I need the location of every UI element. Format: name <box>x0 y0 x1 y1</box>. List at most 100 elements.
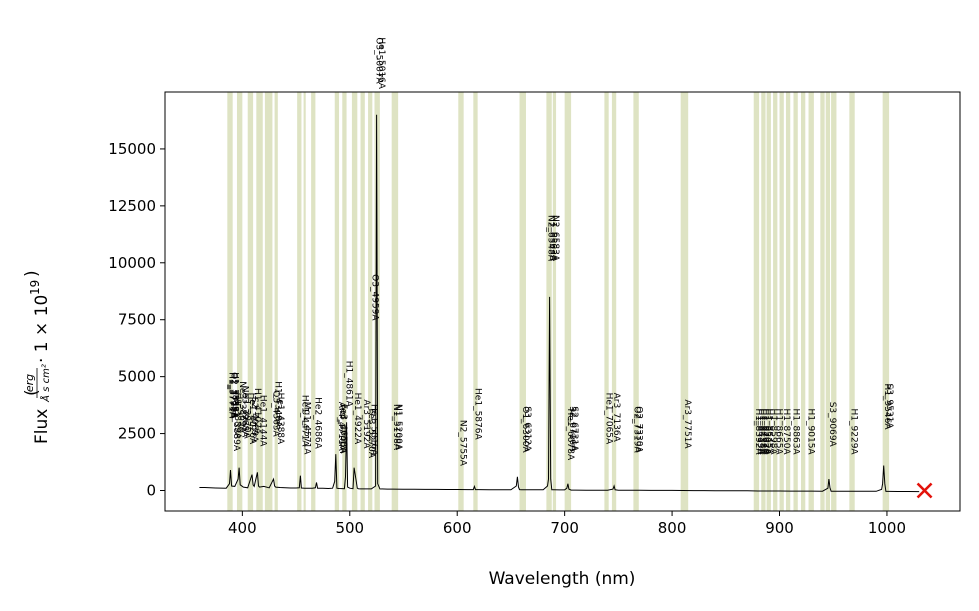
line-label-0: H1_3771A <box>226 372 236 419</box>
line-label-13: H1_4340A <box>273 381 283 428</box>
line-label-3: O2_3726A <box>229 372 239 419</box>
line-label-5: H1_3889A <box>232 393 242 440</box>
band-region-4 <box>264 92 273 511</box>
line-label-60: H1_9546A <box>882 383 892 430</box>
line-label-49: H1_8438A <box>757 409 767 456</box>
y-tick-label-2500: 2500 <box>118 425 156 443</box>
line-label-12: He1_4144A <box>258 395 268 447</box>
band-region-11 <box>351 92 358 511</box>
line-label-9: He1_4026A <box>247 393 257 445</box>
band-region-35 <box>820 92 825 511</box>
band-region-22 <box>604 92 609 511</box>
y-tick-label-5000: 5000 <box>118 368 156 386</box>
y-tick-label-0: 0 <box>146 482 156 500</box>
spectrum-line <box>199 114 920 493</box>
line-label-43: Ar3_7136A <box>611 393 621 443</box>
band-region-5 <box>274 92 278 511</box>
band-region-3 <box>256 92 263 511</box>
y-axis-title-factor: · 1 × 10 <box>32 295 52 363</box>
band-region-7 <box>303 92 306 511</box>
band-region-20 <box>552 92 557 511</box>
band-region-24 <box>633 92 639 511</box>
band-region-12 <box>360 92 365 511</box>
line-label-16: He1_4471A <box>300 395 310 447</box>
line-label-17: Mg1_4571A <box>302 402 312 456</box>
emission-line-labels: H1_3771AH1_3798AH1_3835AO2_3726AHe1_3889… <box>226 37 893 466</box>
band-region-6 <box>297 92 302 511</box>
line-label-22: H1_4861A <box>344 361 354 408</box>
line-label-61: S3_9531A <box>884 383 894 429</box>
line-label-55: H1_8750A <box>781 409 791 456</box>
band-region-18 <box>519 92 526 511</box>
line-label-26: Fe3_5270A <box>366 409 376 459</box>
y-axis-title: Flux ( erg Å s cm² · 1 × 10 19 ) <box>22 270 52 444</box>
line-label-48: H1_8413A <box>755 409 765 456</box>
line-label-19: Ar4_4711A <box>336 402 346 452</box>
line-label-27: He1_5016A <box>368 404 378 456</box>
line-label-50: H1_8467A <box>759 409 769 456</box>
band-region-10 <box>342 92 347 511</box>
band-region-34 <box>808 92 814 511</box>
line-label-33: He1_5876A <box>472 388 482 440</box>
band-region-27 <box>761 92 766 511</box>
line-label-11: H1_4102A <box>252 388 262 435</box>
line-label-41: S2_6731A <box>569 406 579 452</box>
band-region-33 <box>801 92 806 511</box>
band-region-17 <box>473 92 478 511</box>
band-region-13 <box>368 92 373 511</box>
line-label-38: N2_6583A <box>550 215 560 262</box>
line-label-34: O1_6300A <box>520 406 530 453</box>
line-label-59: H1_9229A <box>848 409 858 456</box>
spectrum-series <box>199 114 920 493</box>
line-label-45: O2_7330A <box>634 406 644 453</box>
emission-band-regions <box>227 92 890 511</box>
y-tick-label-12500: 12500 <box>108 197 156 215</box>
band-region-36 <box>825 92 831 511</box>
y-axis-title-frac-den: Å s cm² <box>39 364 52 403</box>
band-region-38 <box>849 92 855 511</box>
line-label-51: H1_8502A <box>761 409 771 456</box>
line-label-7: Ne3_3968A <box>239 386 249 438</box>
line-label-31: N1_5200A <box>393 404 403 451</box>
line-label-32: N2_5755A <box>457 420 467 467</box>
line-label-6: Ne3_3869A <box>237 381 247 433</box>
line-label-15: He1_4388A <box>275 393 285 445</box>
band-region-2 <box>247 92 254 511</box>
line-label-40: S2_6716A <box>567 406 577 452</box>
line-label-18: He2_4686A <box>312 397 322 449</box>
band-region-29 <box>773 92 778 511</box>
line-label-25: Ar3_5192A <box>361 399 371 449</box>
line-label-52: H1_8545A <box>764 409 774 456</box>
x-tick-label-600: 600 <box>443 519 472 537</box>
band-region-30 <box>779 92 784 511</box>
marker-x <box>916 482 933 499</box>
band-region-16 <box>458 92 464 511</box>
line-label-10: S2_4069A <box>249 397 259 443</box>
band-region-23 <box>611 92 617 511</box>
line-label-54: H1_8665A <box>773 409 783 456</box>
line-label-58: S3_9069A <box>827 402 837 448</box>
band-region-26 <box>753 92 760 511</box>
line-label-24: O3_4959A <box>369 274 379 321</box>
line-label-4: He1_3889A <box>231 399 241 451</box>
end-marker <box>916 482 933 499</box>
line-label-28: O3_5007A <box>374 37 384 84</box>
x-tick-label-700: 700 <box>550 519 579 537</box>
y-tick-label-7500: 7500 <box>118 311 156 329</box>
band-region-28 <box>766 92 771 511</box>
line-label-53: H1_8598A <box>768 409 778 456</box>
line-label-47: H1_8392A <box>753 409 763 456</box>
x-tick-label-400: 400 <box>228 519 257 537</box>
band-region-1 <box>236 92 243 511</box>
x-axis-ticks: 400 500 600 700 800 900 1000 <box>228 511 906 537</box>
y-axis-title-frac-num: erg <box>23 374 36 392</box>
line-label-39: He1_6678A <box>565 409 575 461</box>
line-label-42: He1_7065A <box>604 393 614 445</box>
line-label-37: H1_6563A <box>548 215 558 262</box>
x-tick-label-500: 500 <box>335 519 364 537</box>
line-label-14: O3_4363A <box>271 390 281 437</box>
y-axis-title-paren-open: ( <box>22 389 42 396</box>
x-tick-label-1000: 1000 <box>868 519 906 537</box>
band-region-21 <box>564 92 572 511</box>
